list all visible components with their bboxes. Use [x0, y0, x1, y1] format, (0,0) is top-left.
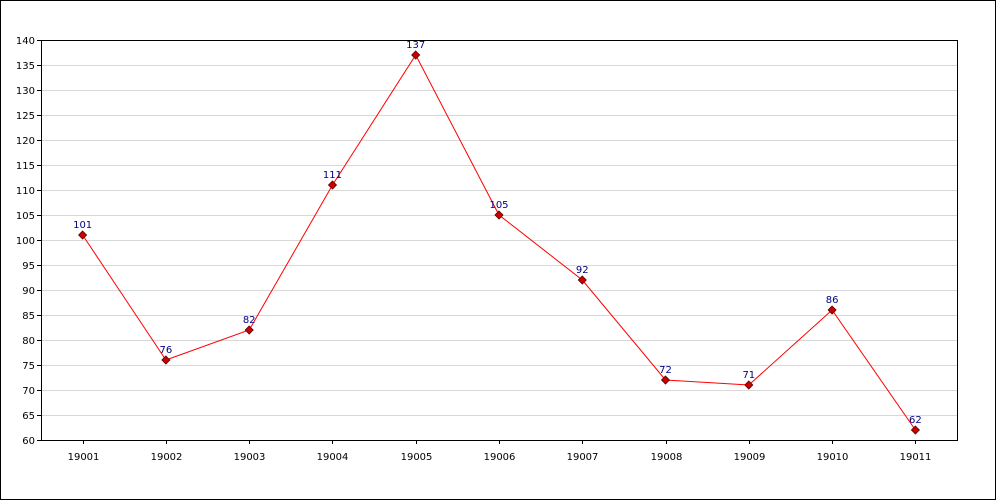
- data-point: [744, 380, 754, 390]
- x-tick-label: 19006: [484, 452, 516, 463]
- y-tick-label: 90: [22, 286, 35, 297]
- x-tick-label: 19003: [234, 452, 266, 463]
- x-tick-label: 19001: [68, 452, 100, 463]
- data-point: [161, 355, 171, 365]
- data-point: [244, 325, 254, 335]
- series-line: [82, 54, 916, 431]
- data-labels: 101 76 82 111 137 105 92 72 71 86 62: [73, 40, 922, 426]
- grid-lines: [41, 65, 957, 416]
- y-tick-label: 65: [22, 411, 35, 422]
- y-tick-label: 95: [22, 261, 35, 272]
- series: [78, 50, 920, 435]
- x-tick-label: 19005: [401, 452, 433, 463]
- y-tick-label: 135: [16, 61, 35, 72]
- y-axis: 60 65 70 75 80 85 90 95 100 105 110 115 120 125 130 135…: [16, 36, 41, 447]
- data-label: 72: [659, 365, 672, 376]
- y-tick-label: 100: [16, 236, 35, 247]
- data-point: [577, 275, 587, 285]
- x-tick-label: 19009: [734, 452, 766, 463]
- x-tick-label: 19007: [567, 452, 599, 463]
- data-label: 105: [489, 200, 508, 211]
- y-tick-label: 105: [16, 211, 35, 222]
- x-tick-label: 19004: [317, 452, 349, 463]
- data-label: 62: [909, 415, 922, 426]
- y-tick-label: 75: [22, 361, 35, 372]
- x-tick-label: 19002: [151, 452, 183, 463]
- x-tick-label: 19010: [817, 452, 849, 463]
- y-tick-label: 140: [16, 36, 35, 47]
- data-label: 111: [323, 170, 342, 181]
- y-tick-label: 70: [22, 386, 35, 397]
- y-tick-label: 120: [16, 136, 35, 147]
- y-tick-label: 125: [16, 111, 35, 122]
- data-point: [910, 425, 920, 435]
- data-label: 137: [406, 40, 425, 51]
- data-label: 71: [742, 370, 755, 381]
- data-point: [411, 50, 421, 60]
- data-label: 82: [243, 315, 256, 326]
- data-point: [660, 375, 671, 385]
- x-axis: 19001 19002 19003 19004 19005 19006 19007 19008…: [68, 440, 932, 463]
- y-tick-label: 130: [16, 86, 35, 97]
- data-point: [78, 230, 88, 240]
- data-label: 76: [160, 345, 173, 356]
- y-tick-label: 80: [22, 336, 35, 347]
- data-point: [327, 180, 338, 190]
- y-tick-label: 115: [16, 161, 35, 172]
- x-tick-label: 19008: [651, 452, 683, 463]
- y-tick-label: 110: [16, 186, 35, 197]
- y-tick-label: 60: [22, 436, 35, 447]
- data-label: 92: [576, 265, 589, 276]
- data-label: 86: [826, 295, 839, 306]
- data-point: [494, 210, 504, 220]
- y-tick-label: 85: [22, 311, 35, 322]
- data-point: [827, 305, 837, 315]
- x-tick-label: 19011: [900, 452, 932, 463]
- data-label: 101: [73, 220, 92, 231]
